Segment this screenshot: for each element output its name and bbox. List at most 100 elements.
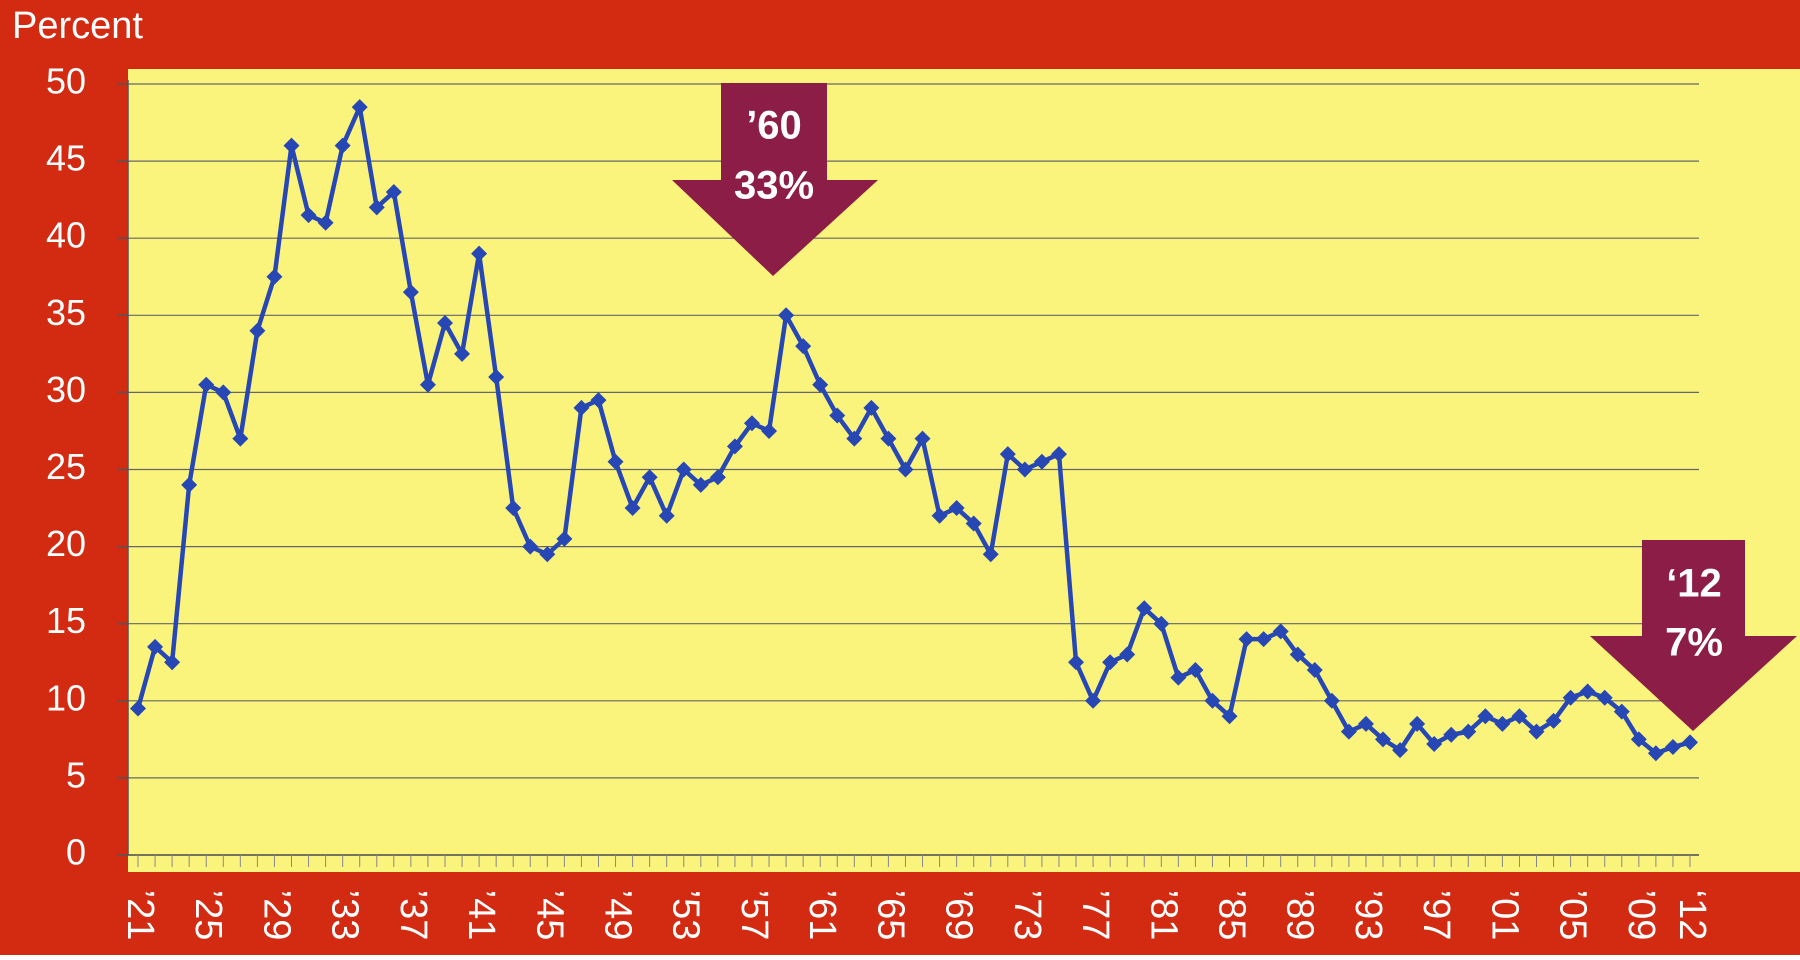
data-marker [1136,600,1153,617]
data-marker [1085,692,1102,709]
data-marker [385,183,402,200]
data-marker [505,500,522,517]
data-marker [880,430,897,447]
data-marker [1289,646,1306,663]
data-marker [471,245,488,262]
data-marker [743,415,760,432]
data-marker [249,322,266,339]
annotation-arrow: ’60 33% [672,83,878,276]
data-marker [436,315,453,332]
data-marker [215,384,232,401]
data-marker [198,376,215,393]
data-marker [1221,708,1238,725]
data-marker [1494,715,1511,732]
data-marker [1033,453,1050,470]
data-marker [1443,726,1460,743]
data-marker [317,214,334,231]
data-marker [726,438,743,455]
y-tick-label: 25 [46,446,86,487]
data-marker [1562,689,1579,706]
x-tick-label: ’29 [255,890,297,941]
x-tick-label: ’53 [665,890,707,941]
y-tick-label: 5 [66,754,86,795]
x-tick-label: ’89 [1279,890,1321,941]
x-tick-label: ’93 [1347,890,1389,941]
x-tick-label: ’41 [460,890,502,941]
data-marker [147,638,164,655]
x-tick-label: ’65 [869,890,911,941]
data-marker [130,700,146,717]
data-marker [897,461,914,478]
data-marker [488,368,505,385]
data-marker [1068,654,1085,671]
data-marker [1630,731,1647,748]
y-axis-label: Percent [12,5,143,47]
x-tick-label: ’69 [938,890,980,941]
data-marker [1153,615,1170,632]
data-marker [1460,723,1477,740]
data-marker [1596,689,1613,706]
x-tick-label: ’37 [392,890,434,941]
data-marker [812,376,829,393]
data-marker [1323,692,1340,709]
data-marker [1187,661,1204,678]
data-marker [607,453,624,470]
data-marker [982,546,999,563]
data-marker [402,284,419,301]
data-marker [539,546,556,563]
data-marker [164,654,181,671]
y-tick-label: 50 [46,61,86,102]
data-marker [1238,631,1255,648]
data-marker [709,469,726,486]
data-marker [1511,708,1528,725]
data-marker [675,461,692,478]
data-marker [351,99,368,116]
data-marker [1357,715,1374,732]
x-tick-label: ’09 [1620,890,1662,941]
data-marker [1050,446,1067,463]
data-marker [1545,712,1562,729]
data-marker [1102,654,1119,671]
y-tick-label: 30 [46,369,86,410]
data-marker [334,137,351,154]
data-marker [232,430,249,447]
y-tick-label: 15 [46,600,86,641]
x-tick-label: ’21 [119,890,161,941]
data-marker [266,268,283,285]
x-tick-label: ’05 [1552,890,1594,941]
data-marker [1682,734,1698,751]
data-marker [1647,745,1664,762]
y-tick-label: 40 [46,215,86,256]
data-marker [1579,683,1596,700]
data-marker [1477,708,1494,725]
data-marker [300,207,317,224]
annotation-year: ’60 [746,104,802,148]
data-marker [556,530,573,547]
data-marker [419,376,436,393]
data-marker [1426,735,1443,752]
x-tick-label: ’33 [324,890,366,941]
data-marker [692,476,709,493]
x-tick-label: ’61 [801,890,843,941]
x-tick-label: ’81 [1142,890,1184,941]
data-marker [931,507,948,524]
data-marker [624,500,641,517]
data-marker [1392,742,1409,759]
data-marker [658,507,675,524]
x-tick-label: ’01 [1483,890,1525,941]
data-marker [1409,715,1426,732]
x-tick-label: ’57 [733,890,775,941]
data-marker [522,538,539,555]
y-tick-label: 35 [46,292,86,333]
data-marker [846,430,863,447]
data-marker [1119,646,1136,663]
data-marker [914,430,931,447]
data-marker [181,476,198,493]
y-tick-label: 0 [66,832,86,873]
data-marker [1255,631,1272,648]
data-marker [829,407,846,424]
data-marker [590,392,607,409]
annotation-value: 33% [734,164,814,208]
annotation-value: 7% [1665,621,1723,665]
